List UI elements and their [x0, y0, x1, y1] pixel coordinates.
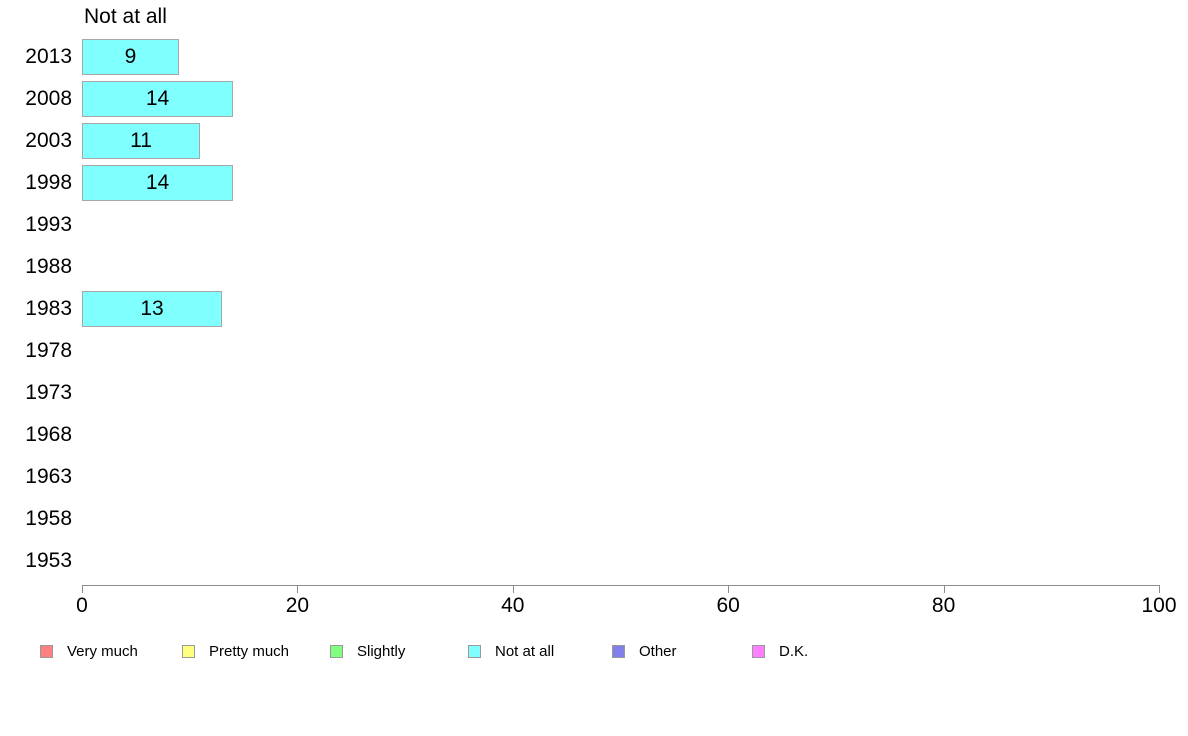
bar-value-label: 11	[130, 129, 152, 152]
bar-value-label: 13	[140, 297, 164, 320]
legend-swatch	[752, 644, 765, 658]
category-label: 1953	[25, 549, 72, 572]
legend-item: Not at all	[468, 641, 554, 661]
category-label: 1978	[25, 339, 72, 362]
bar: 13	[82, 291, 222, 327]
x-tick-label: 80	[931, 594, 956, 617]
legend-swatch	[40, 644, 53, 658]
legend-label: Not at all	[495, 642, 555, 660]
x-tick-label: 100	[1141, 594, 1177, 617]
category-label: 1993	[25, 213, 72, 236]
x-tick-mark	[512, 585, 514, 593]
bar-value-label: 14	[145, 87, 170, 110]
category-label: 2003	[25, 129, 72, 152]
legend: Very much Pretty much Slightly Not at all Ot…	[0, 641, 1188, 661]
bar-rows: 2013 9 2008 14 2003 11 1998 14 1993 1988 1983 13 197…	[25, 0, 1159, 625]
x-axis-line	[82, 585, 1160, 586]
x-tick-mark	[297, 585, 299, 593]
legend-swatch	[612, 644, 625, 658]
x-tick-mark	[82, 585, 83, 593]
legend-item: Other	[612, 641, 677, 661]
x-tick-label: 40	[501, 594, 525, 617]
category-label: 1968	[25, 423, 72, 446]
category-label: 1998	[25, 171, 72, 194]
legend-label: Slightly	[357, 642, 406, 660]
category-label: 1973	[25, 381, 72, 404]
x-tick-mark	[728, 585, 730, 593]
x-tick-mark	[1159, 585, 1160, 593]
legend-label: D.K.	[779, 642, 809, 660]
legend-swatch	[330, 644, 343, 658]
category-label: 2008	[25, 87, 72, 110]
category-label: 2013	[25, 45, 72, 68]
legend-item: Slightly	[330, 641, 405, 661]
x-tick-mark	[943, 585, 945, 593]
bar-value-label: 9	[124, 45, 137, 68]
bar: 9	[82, 39, 179, 75]
legend-label: Very much	[67, 642, 138, 660]
category-label: 1963	[25, 465, 72, 488]
legend-swatch	[468, 644, 481, 658]
legend-item: D.K.	[752, 641, 808, 661]
chart-title: Not at all	[84, 5, 167, 28]
category-label: 1958	[25, 507, 72, 530]
plot-area: 2013 9 2008 14 2003 11 1998 14 1993 1988 1983 13 197…	[25, 0, 1177, 625]
x-tick-label: 20	[285, 594, 310, 617]
x-tick-label: 0	[76, 594, 88, 617]
category-label: 1988	[25, 255, 72, 278]
bar: 14	[82, 81, 233, 117]
bar: 11	[82, 123, 200, 159]
bar: 14	[82, 165, 233, 201]
category-label: 1983	[25, 297, 72, 320]
legend-swatch	[182, 644, 195, 658]
x-tick-label: 60	[716, 594, 740, 617]
legend-item: Pretty much	[182, 641, 289, 661]
legend-item: Very much	[40, 641, 138, 661]
bar-value-label: 14	[145, 171, 170, 194]
legend-label: Other	[639, 642, 677, 660]
legend-label: Pretty much	[209, 642, 290, 660]
